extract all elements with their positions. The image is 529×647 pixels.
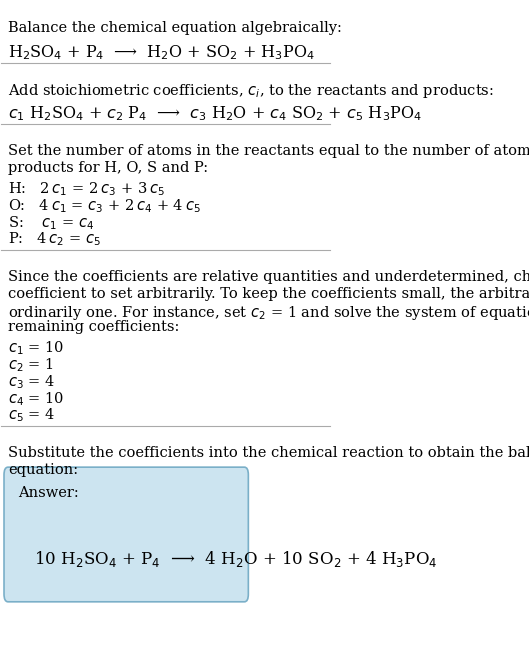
Text: S:    $c_1$ = $c_4$: S: $c_1$ = $c_4$ xyxy=(8,214,94,232)
Text: $c_4$ = 10: $c_4$ = 10 xyxy=(8,390,64,408)
Text: coefficient to set arbitrarily. To keep the coefficients small, the arbitrary va: coefficient to set arbitrarily. To keep … xyxy=(8,287,529,301)
Text: Substitute the coefficients into the chemical reaction to obtain the balanced: Substitute the coefficients into the che… xyxy=(8,446,529,460)
Text: P:   4 $c_2$ = $c_5$: P: 4 $c_2$ = $c_5$ xyxy=(8,231,101,248)
Text: 10 H$_2$SO$_4$ + P$_4$  ⟶  4 H$_2$O + 10 SO$_2$ + 4 H$_3$PO$_4$: 10 H$_2$SO$_4$ + P$_4$ ⟶ 4 H$_2$O + 10 S… xyxy=(34,549,438,569)
Text: remaining coefficients:: remaining coefficients: xyxy=(8,320,179,334)
Text: ordinarily one. For instance, set $c_2$ = 1 and solve the system of equations fo: ordinarily one. For instance, set $c_2$ … xyxy=(8,303,529,322)
Text: $c_5$ = 4: $c_5$ = 4 xyxy=(8,406,55,424)
Text: $c_1$ = 10: $c_1$ = 10 xyxy=(8,340,64,357)
Text: Add stoichiometric coefficients, $c_i$, to the reactants and products:: Add stoichiometric coefficients, $c_i$, … xyxy=(8,82,494,100)
Text: Balance the chemical equation algebraically:: Balance the chemical equation algebraica… xyxy=(8,21,342,35)
Text: $c_3$ = 4: $c_3$ = 4 xyxy=(8,373,55,391)
Text: H$_2$SO$_4$ + P$_4$  ⟶  H$_2$O + SO$_2$ + H$_3$PO$_4$: H$_2$SO$_4$ + P$_4$ ⟶ H$_2$O + SO$_2$ + … xyxy=(8,43,315,62)
Text: Set the number of atoms in the reactants equal to the number of atoms in the: Set the number of atoms in the reactants… xyxy=(8,144,529,159)
Text: Answer:: Answer: xyxy=(18,486,79,500)
Text: O:   4 $c_1$ = $c_3$ + 2 $c_4$ + 4 $c_5$: O: 4 $c_1$ = $c_3$ + 2 $c_4$ + 4 $c_5$ xyxy=(8,197,201,215)
Text: Since the coefficients are relative quantities and underdetermined, choose a: Since the coefficients are relative quan… xyxy=(8,270,529,284)
Text: $c_2$ = 1: $c_2$ = 1 xyxy=(8,356,53,374)
Text: equation:: equation: xyxy=(8,463,78,477)
Text: $c_1$ H$_2$SO$_4$ + $c_2$ P$_4$  ⟶  $c_3$ H$_2$O + $c_4$ SO$_2$ + $c_5$ H$_3$PO$: $c_1$ H$_2$SO$_4$ + $c_2$ P$_4$ ⟶ $c_3$ … xyxy=(8,104,422,123)
Text: products for H, O, S and P:: products for H, O, S and P: xyxy=(8,161,208,175)
Text: H:   2 $c_1$ = 2 $c_3$ + 3 $c_5$: H: 2 $c_1$ = 2 $c_3$ + 3 $c_5$ xyxy=(8,181,165,198)
FancyBboxPatch shape xyxy=(4,467,248,602)
